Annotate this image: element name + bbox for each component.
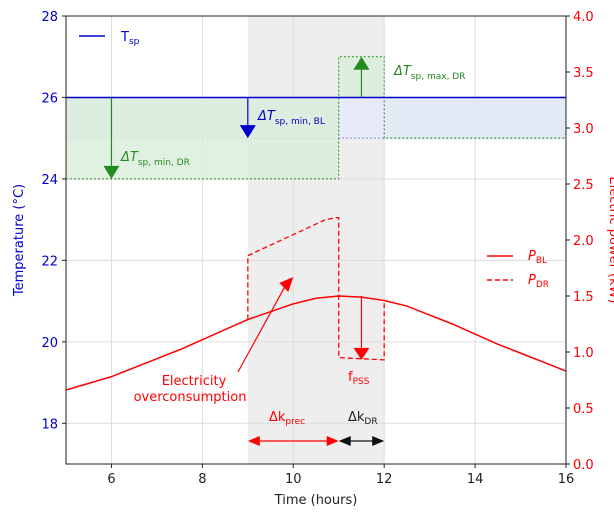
dk-dr-label: ΔkDR (348, 410, 378, 427)
power-layer (66, 216, 566, 391)
f-pss-label: fPSS (348, 370, 370, 387)
dt-min-bl-label: ΔTsp, min, BL (257, 109, 325, 127)
y-right-axis-label: Electric power (kW) (606, 176, 614, 303)
f-pss-arrow-head (353, 347, 370, 360)
legend-setpoint: Tsp (79, 30, 140, 47)
dt-max-dr-label: ΔTsp, max, DR (393, 64, 465, 82)
dk-dr-arrow-head-left (338, 436, 351, 446)
dt-max-dr-arrow-head (353, 56, 370, 70)
dk-dr-arrow-head-right (372, 436, 385, 446)
overconsumption-arrow-head (279, 276, 294, 292)
overconsumption-arrow-shaft (237, 285, 286, 373)
y-left-tick-label: 26 (41, 91, 58, 106)
y-right-tick-label: 3.0 (573, 122, 594, 137)
x-tick-label: 14 (467, 472, 484, 487)
y-right-tick-label: 0.5 (573, 402, 594, 417)
y-right-tick-label: 3.5 (573, 66, 594, 81)
dt-min-dr-arrow-head (103, 165, 120, 179)
y-right-tick-label: 2.5 (573, 178, 594, 193)
x-tick-label: 8 (198, 472, 206, 487)
y-left-tick-label: 28 (41, 10, 58, 25)
x-tick-label: 6 (107, 472, 115, 487)
dk-prec-arrow-head-right (326, 436, 339, 446)
y-left-axis-ticks: 18 20 22 24 26 28 (41, 10, 66, 432)
dk-prec-arrow-head-left (247, 436, 260, 446)
y-right-axis-ticks: 0.0 0.5 1.0 1.5 2.0 2.5 3.0 3.5 4.0 (566, 10, 594, 473)
y-left-axis-label: Temperature (°C) (12, 184, 27, 297)
y-right-tick-label: 2.0 (573, 234, 594, 249)
legend-power: PBL PDR (487, 249, 549, 290)
y-right-tick-label: 0.0 (573, 458, 594, 473)
x-axis-label: Time (hours) (274, 493, 358, 508)
power-dr-line (247, 216, 385, 361)
y-right-tick-label: 4.0 (573, 10, 594, 25)
x-tick-label: 12 (376, 472, 393, 487)
y-right-tick-label: 1.0 (573, 346, 594, 361)
legend-dr-label: PDR (528, 273, 549, 290)
overconsumption-line1: Electricity (162, 374, 227, 389)
x-axis-ticks: 6 8 10 12 14 16 (107, 464, 574, 487)
y-left-tick-label: 18 (41, 417, 58, 432)
dk-prec-label: Δkprec (269, 410, 305, 427)
x-tick-label: 16 (558, 472, 575, 487)
power-baseline-line (66, 295, 566, 391)
annotation-layer (103, 56, 385, 446)
grid-lines (66, 16, 566, 464)
overconsumption-line2: overconsumption (134, 390, 247, 405)
y-left-tick-label: 24 (41, 173, 58, 188)
y-left-tick-label: 22 (41, 254, 58, 269)
band-after-fill (384, 97, 566, 139)
legend-setpoint-label: Tsp (120, 30, 140, 47)
x-tick-label: 10 (285, 472, 302, 487)
y-right-tick-label: 1.5 (573, 290, 594, 305)
dt-min-dr-label: ΔTsp, min, DR (120, 150, 190, 168)
y-left-tick-label: 20 (41, 336, 58, 351)
legend-bl-label: PBL (528, 249, 547, 266)
dt-min-bl-arrow-head (239, 125, 256, 139)
